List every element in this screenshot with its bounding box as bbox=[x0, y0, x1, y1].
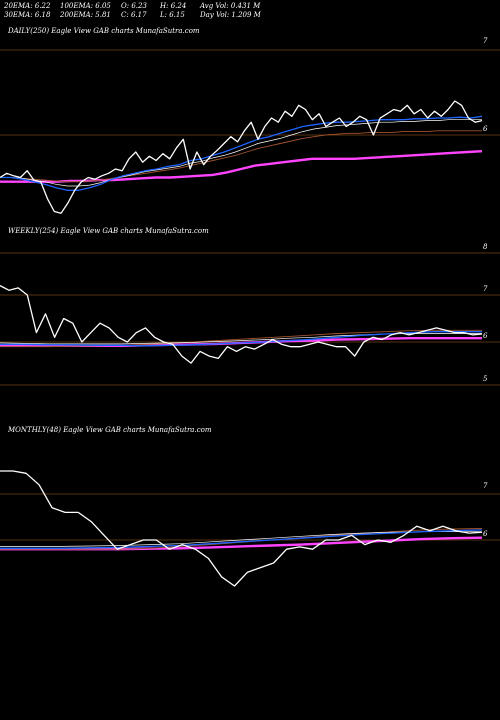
price-line bbox=[0, 285, 483, 364]
stat-low: L: 6.15 bbox=[160, 11, 185, 19]
stat-open: O: 6.23 bbox=[121, 2, 147, 10]
stat-ema20: 20EMA: 6.22 bbox=[4, 2, 51, 10]
monthly-chart-title: MONTHLY(48) Eagle View GAB charts Munafa… bbox=[8, 426, 212, 434]
stat-day-vol: Day Vol: 1.209 M bbox=[200, 11, 261, 19]
ema-line-brown bbox=[0, 329, 482, 348]
ema-line-white bbox=[0, 119, 482, 187]
ema-line-blue bbox=[0, 529, 483, 549]
tick-label-6: 6 bbox=[483, 125, 488, 133]
stat-ema200: 200EMA: 5.81 bbox=[60, 11, 111, 19]
tick-label-8: 8 bbox=[483, 243, 488, 251]
stat-high: H: 6.24 bbox=[160, 2, 187, 10]
stat-close: C: 6.17 bbox=[121, 11, 147, 19]
ema-line-brown bbox=[0, 130, 482, 183]
stat-ema100: 100EMA: 6.05 bbox=[60, 2, 111, 10]
ema-line-blue bbox=[0, 115, 483, 191]
tick-label-5: 5 bbox=[483, 375, 488, 383]
ema-line-magenta bbox=[0, 150, 483, 183]
price-line bbox=[0, 100, 483, 214]
tick-label-6: 6 bbox=[483, 530, 488, 538]
weekly-chart: 8 7 6 5 bbox=[0, 243, 500, 386]
tick-label-7: 7 bbox=[483, 37, 488, 45]
daily-chart: 7 6 bbox=[0, 37, 500, 214]
monthly-chart: 7 6 bbox=[0, 470, 500, 587]
tick-label-7: 7 bbox=[483, 482, 488, 490]
weekly-chart-title: WEEKLY(254) Eagle View GAB charts Munafa… bbox=[8, 227, 209, 235]
tick-label-7: 7 bbox=[483, 285, 488, 293]
tick-label-6: 6 bbox=[483, 332, 488, 340]
price-line bbox=[0, 470, 483, 587]
stat-avg-vol: Avg Vol: 0.431 M bbox=[200, 2, 261, 10]
stat-ema30: 30EMA: 6.18 bbox=[4, 11, 51, 19]
daily-chart-title: DAILY(250) Eagle View GAB charts MunafaS… bbox=[8, 27, 200, 35]
